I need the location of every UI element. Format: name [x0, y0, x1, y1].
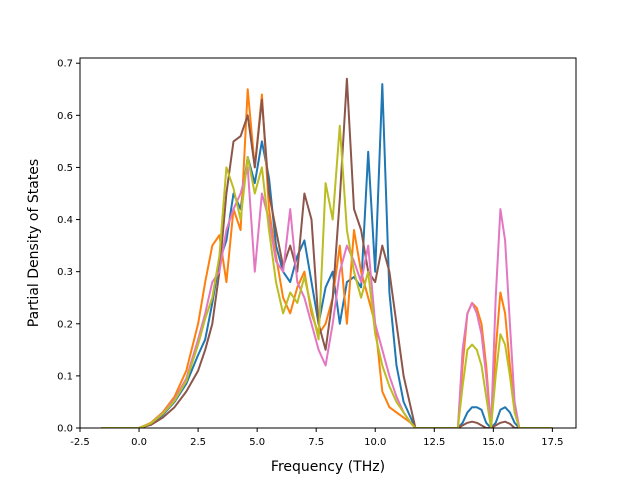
x-tick-label: 10.0	[364, 437, 386, 448]
series-layer	[101, 77, 553, 428]
series-line-3	[101, 77, 553, 428]
y-tick-label: 0.3	[57, 267, 73, 278]
y-tick-label: 0.2	[57, 319, 73, 330]
y-axis-ticks: 0.0 0.1 0.2 0.3 0.4 0.5 0.6 0.7	[57, 59, 80, 435]
x-tick-label: 7.5	[308, 437, 324, 448]
x-tick-label: 15.0	[482, 437, 504, 448]
series-line-2	[101, 88, 553, 428]
y-tick-label: 0.1	[57, 371, 73, 382]
y-tick-label: 0.5	[57, 163, 73, 174]
x-tick-label: 2.5	[190, 437, 206, 448]
series-line-5	[101, 124, 553, 428]
x-tick-label: 12.5	[423, 437, 445, 448]
y-tick-label: 0.4	[57, 215, 73, 226]
x-axis-ticks: -2.5 0.0 2.5 5.0 7.5 10.0 12.5 15.0 17.5	[70, 428, 564, 448]
x-tick-label: 5.0	[249, 437, 265, 448]
x-axis-label: Frequency (THz)	[271, 459, 385, 475]
plot-frame	[79, 57, 577, 429]
x-tick-label: 17.5	[541, 437, 563, 448]
x-tick-label: -2.5	[70, 437, 90, 448]
y-tick-label: 0.6	[57, 111, 73, 122]
x-tick-label: 0.0	[131, 437, 147, 448]
y-axis-label: Partial Density of States	[26, 159, 42, 327]
y-tick-label: 0.7	[57, 59, 73, 70]
y-tick-label: 0.0	[57, 424, 73, 435]
